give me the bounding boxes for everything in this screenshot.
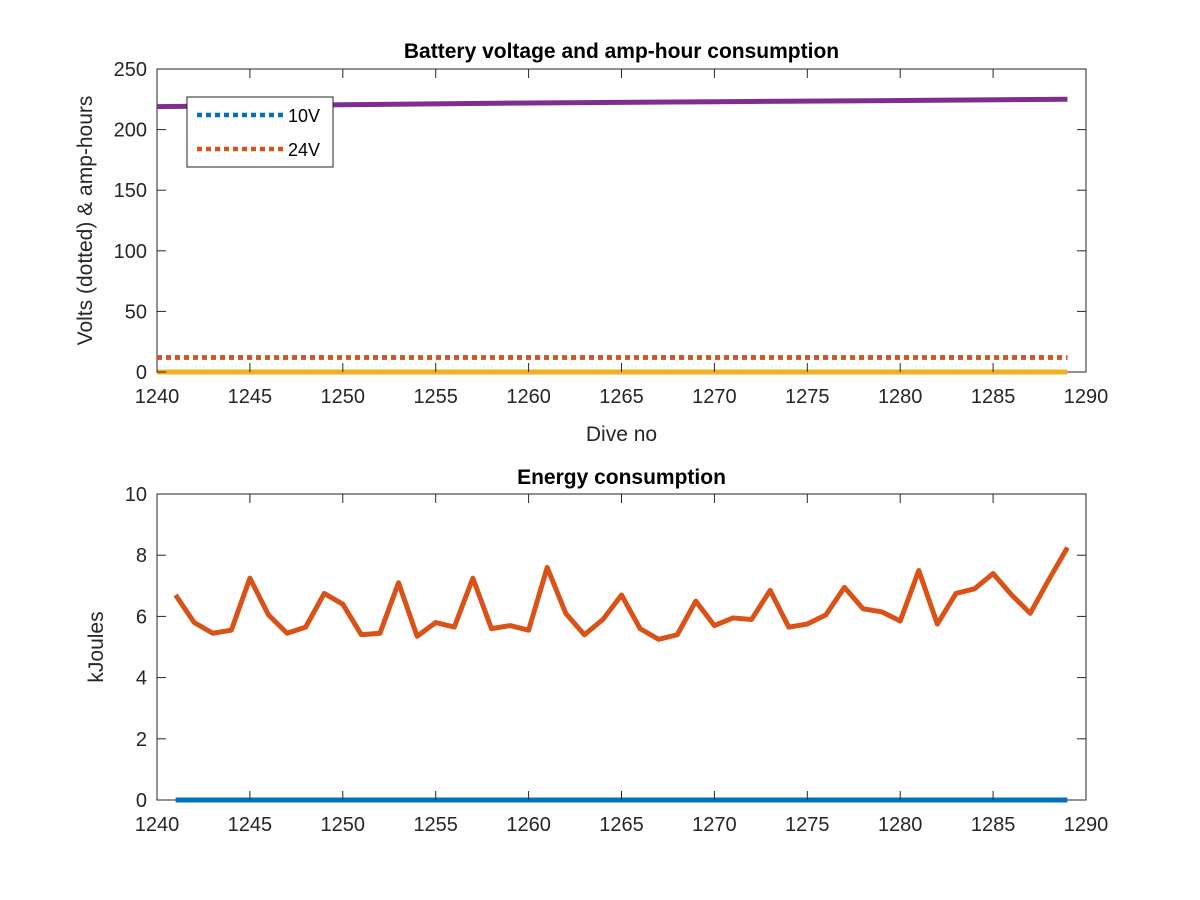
y-tick-label: 2 (136, 729, 147, 751)
x-tick-label: 1255 (413, 814, 458, 836)
x-tick-label: 1265 (599, 814, 644, 836)
energy-chart: 1240 1245 1250 1255 1260 1265 1270 1275 1280 1285… (85, 466, 1108, 836)
legend-label: 10V (288, 106, 320, 126)
x-tick-label: 1245 (228, 814, 273, 836)
y-tick-label: 10 (125, 484, 147, 506)
x-tick-label: 1250 (321, 386, 366, 408)
x-tick-label: 1240 (135, 814, 180, 836)
x-tick-label: 1280 (878, 814, 923, 836)
x-tick-label: 1285 (971, 814, 1016, 836)
x-tick-label: 1275 (785, 386, 830, 408)
legend: 10V 24V (186, 96, 334, 168)
x-tick-label: 1240 (135, 386, 180, 408)
x-tick-label: 1270 (692, 386, 737, 408)
series-line-1 (173, 546, 1070, 642)
y-axis-label: Volts (dotted) & amp-hours (74, 96, 97, 346)
y-tick-label: 8 (136, 545, 147, 567)
y-tick-label: 200 (114, 120, 147, 142)
voltage-chart: 1240 1245 1250 1255 1260 1265 1270 1275 1280 1285… (74, 40, 1108, 446)
x-tick-label: 1270 (692, 814, 737, 836)
x-tick-label: 1250 (321, 814, 366, 836)
y-tick-label: 250 (114, 59, 147, 81)
legend-label: 24V (288, 140, 320, 160)
x-axis-label: Dive no (586, 423, 657, 446)
y-tick-label: 0 (136, 362, 147, 384)
x-tick-label: 1280 (878, 386, 923, 408)
x-tick-label: 1260 (506, 386, 551, 408)
y-tick-label: 50 (125, 301, 147, 323)
chart-title: Energy consumption (517, 466, 726, 489)
y-tick-label: 6 (136, 606, 147, 628)
y-tick-label: 4 (136, 668, 147, 690)
x-tick-label: 1290 (1064, 814, 1109, 836)
y-tick-label: 100 (114, 241, 147, 263)
y-tick-label: 0 (136, 790, 147, 812)
x-tick-label: 1275 (785, 814, 830, 836)
x-tick-label: 1290 (1064, 386, 1109, 408)
x-tick-label: 1285 (971, 386, 1016, 408)
y-axis-label: kJoules (85, 611, 108, 682)
y-tick-label: 150 (114, 180, 147, 202)
plot-area (156, 493, 1087, 801)
x-tick-label: 1245 (228, 386, 273, 408)
x-tick-label: 1255 (413, 386, 458, 408)
x-tick-label: 1260 (506, 814, 551, 836)
chart-title: Battery voltage and amp-hour consumption (404, 40, 839, 63)
x-tick-label: 1265 (599, 386, 644, 408)
legend-box (186, 96, 334, 168)
